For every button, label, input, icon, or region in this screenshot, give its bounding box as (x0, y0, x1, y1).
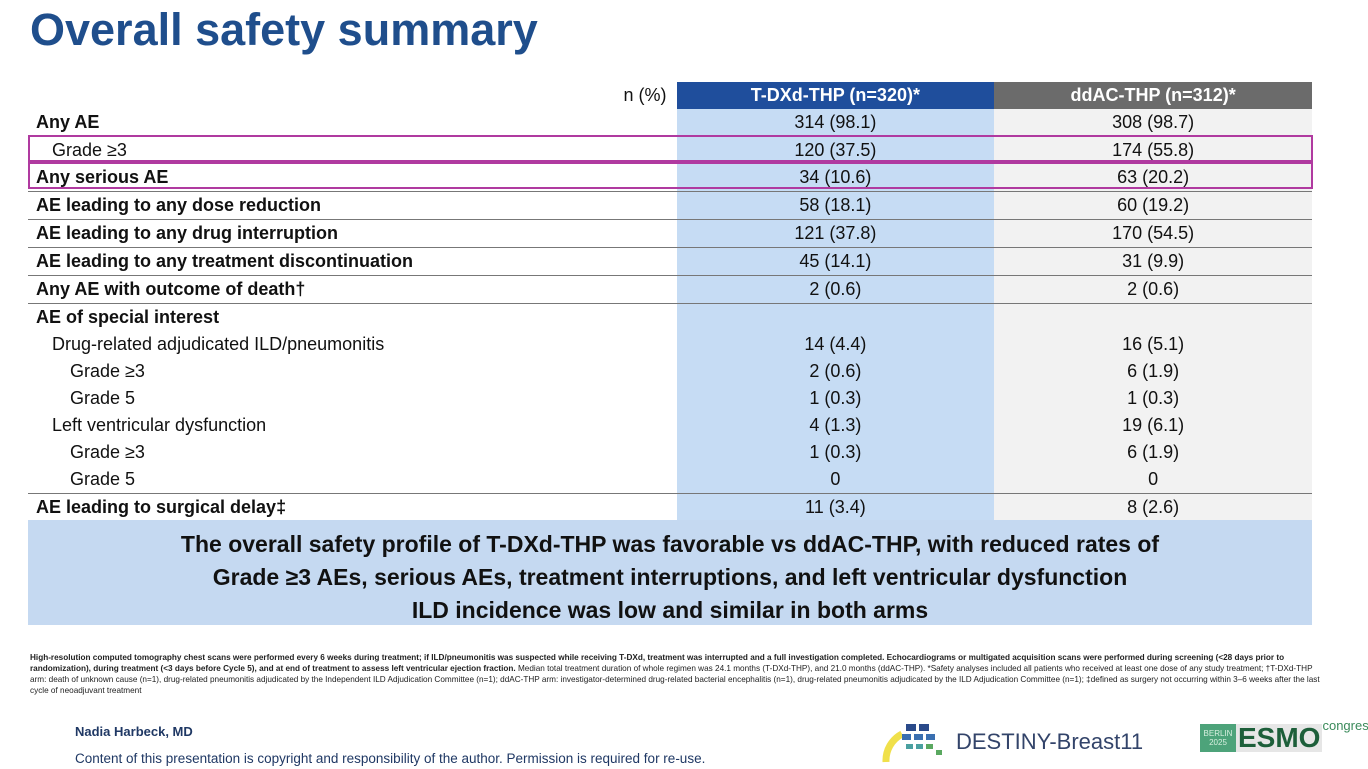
congress-text: congress (1322, 718, 1368, 733)
ddac-value: 174 (55.8) (994, 137, 1312, 164)
tdxd-value: 121 (37.8) (676, 220, 995, 247)
row-label: Grade ≥3 (70, 361, 145, 381)
tdxd-value: 34 (10.6) (676, 164, 995, 191)
tdxd-value: 1 (0.3) (676, 439, 995, 466)
ddac-value: 1 (0.3) (994, 385, 1313, 412)
table-row: Drug-related adjudicated ILD/pneumonitis… (28, 331, 1312, 358)
row-label: Left ventricular dysfunction (52, 415, 267, 435)
tdxd-value: 314 (98.1) (676, 109, 995, 136)
destiny-logo: DESTINY-Breast11 (882, 720, 1143, 764)
ddac-value: 170 (54.5) (994, 220, 1312, 247)
table-row: AE leading to any drug interruption 121 (… (28, 219, 1312, 247)
table-row: AE leading to any dose reduction 58 (18.1… (28, 191, 1312, 219)
table-row: Grade 5 1 (0.3) 1 (0.3) (28, 385, 1313, 412)
summary-box: The overall safety profile of T-DXd-THP … (28, 520, 1312, 625)
ddac-value: 2 (0.6) (994, 276, 1312, 303)
tdxd-value: 0 (676, 466, 995, 493)
footnote-text: Median total treatment duration of whole… (30, 664, 1320, 695)
ddac-value: 16 (5.1) (994, 331, 1312, 358)
summary-line: The overall safety profile of T-DXd-THP … (180, 531, 1160, 557)
footnote: High-resolution computed tomography ches… (30, 652, 1320, 696)
table-row: Any AE 314 (98.1) 308 (98.7) (28, 109, 1312, 137)
tdxd-value: 11 (3.4) (676, 494, 995, 521)
col-header-ddac: ddAC-THP (n=312)* (994, 82, 1312, 109)
table-row: AE leading to surgical delay‡ 11 (3.4) 8 (… (28, 493, 1312, 522)
row-label: Grade 5 (70, 469, 136, 489)
page-title: Overall safety summary (30, 4, 538, 55)
tdxd-value: 120 (37.5) (676, 137, 995, 164)
col-header-tdxd: T-DXd-THP (n=320)* (676, 82, 995, 109)
footnote-bold: High-resolution computed tomography ches… (30, 653, 1285, 673)
row-label: Grade ≥3 (70, 442, 145, 462)
ddac-value: 308 (98.7) (994, 109, 1312, 136)
tdxd-value: 58 (18.1) (676, 192, 995, 219)
table-row: Grade ≥3 120 (37.5) 174 (55.8) (28, 137, 1312, 164)
year: 2025 (1209, 738, 1227, 747)
arc-logo-icon (882, 724, 942, 763)
tdxd-value: 4 (1.3) (676, 412, 995, 439)
ddac-value: 6 (1.9) (994, 358, 1313, 385)
safety-table: n (%) T-DXd-THP (n=320)* ddAC-THP (n=312… (28, 82, 1313, 522)
ddac-value: 0 (994, 466, 1313, 493)
table-row: AE of special interest (28, 303, 1312, 331)
table-row: Any serious AE 34 (10.6) 63 (20.2) (28, 164, 1312, 191)
row-label: AE leading to any treatment discontinuat… (36, 251, 414, 271)
city: BERLIN (1203, 729, 1233, 738)
row-label: Grade ≥3 (52, 140, 127, 160)
tdxd-value: 1 (0.3) (676, 385, 995, 412)
table-row: Any AE with outcome of death† 2 (0.6) 2 (0… (28, 275, 1312, 303)
tdxd-value: 2 (0.6) (676, 358, 995, 385)
author: Nadia Harbeck, MD (75, 724, 193, 739)
row-label: AE of special interest (36, 307, 220, 327)
tdxd-value (676, 304, 995, 331)
unit-label: n (%) (623, 85, 667, 105)
table-row: AE leading to any treatment discontinuat… (28, 247, 1312, 275)
row-label: AE leading to any dose reduction (36, 195, 322, 215)
ddac-value: 6 (1.9) (994, 439, 1313, 466)
row-label: Drug-related adjudicated ILD/pneumonitis (52, 334, 385, 354)
trial-name: DESTINY-Breast11 (956, 729, 1144, 754)
row-label: Any serious AE (36, 167, 169, 187)
row-label: Grade 5 (70, 388, 136, 408)
tdxd-value: 2 (0.6) (676, 276, 995, 303)
summary-line: ILD incidence was low and similar in bot… (411, 597, 929, 623)
table-row: Grade ≥3 1 (0.3) 6 (1.9) (28, 439, 1313, 466)
ddac-value: 60 (19.2) (994, 192, 1312, 219)
berlin-badge: BERLIN 2025 (1200, 724, 1236, 752)
ddac-value (994, 304, 1312, 331)
ddac-value: 31 (9.9) (994, 248, 1312, 275)
ddac-value: 8 (2.6) (994, 494, 1312, 521)
tdxd-value: 14 (4.4) (676, 331, 995, 358)
row-label: AE leading to surgical delay‡ (36, 497, 287, 517)
table-row: Left ventricular dysfunction 4 (1.3) 19 (6… (28, 412, 1312, 439)
table-header: n (%) T-DXd-THP (n=320)* ddAC-THP (n=312… (28, 82, 1312, 109)
row-label: AE leading to any drug interruption (36, 223, 339, 243)
copyright: Content of this presentation is copyrigh… (75, 751, 706, 766)
tdxd-value: 45 (14.1) (676, 248, 995, 275)
table-row: Grade ≥3 2 (0.6) 6 (1.9) (28, 358, 1313, 385)
row-label: Any AE with outcome of death† (36, 279, 306, 299)
ddac-value: 63 (20.2) (994, 164, 1312, 191)
esmo-text: ESMO (1236, 722, 1323, 753)
row-label: Any AE (36, 112, 100, 132)
ddac-value: 19 (6.1) (994, 412, 1312, 439)
summary-line: Grade ≥3 AEs, serious AEs, treatment int… (212, 564, 1128, 590)
